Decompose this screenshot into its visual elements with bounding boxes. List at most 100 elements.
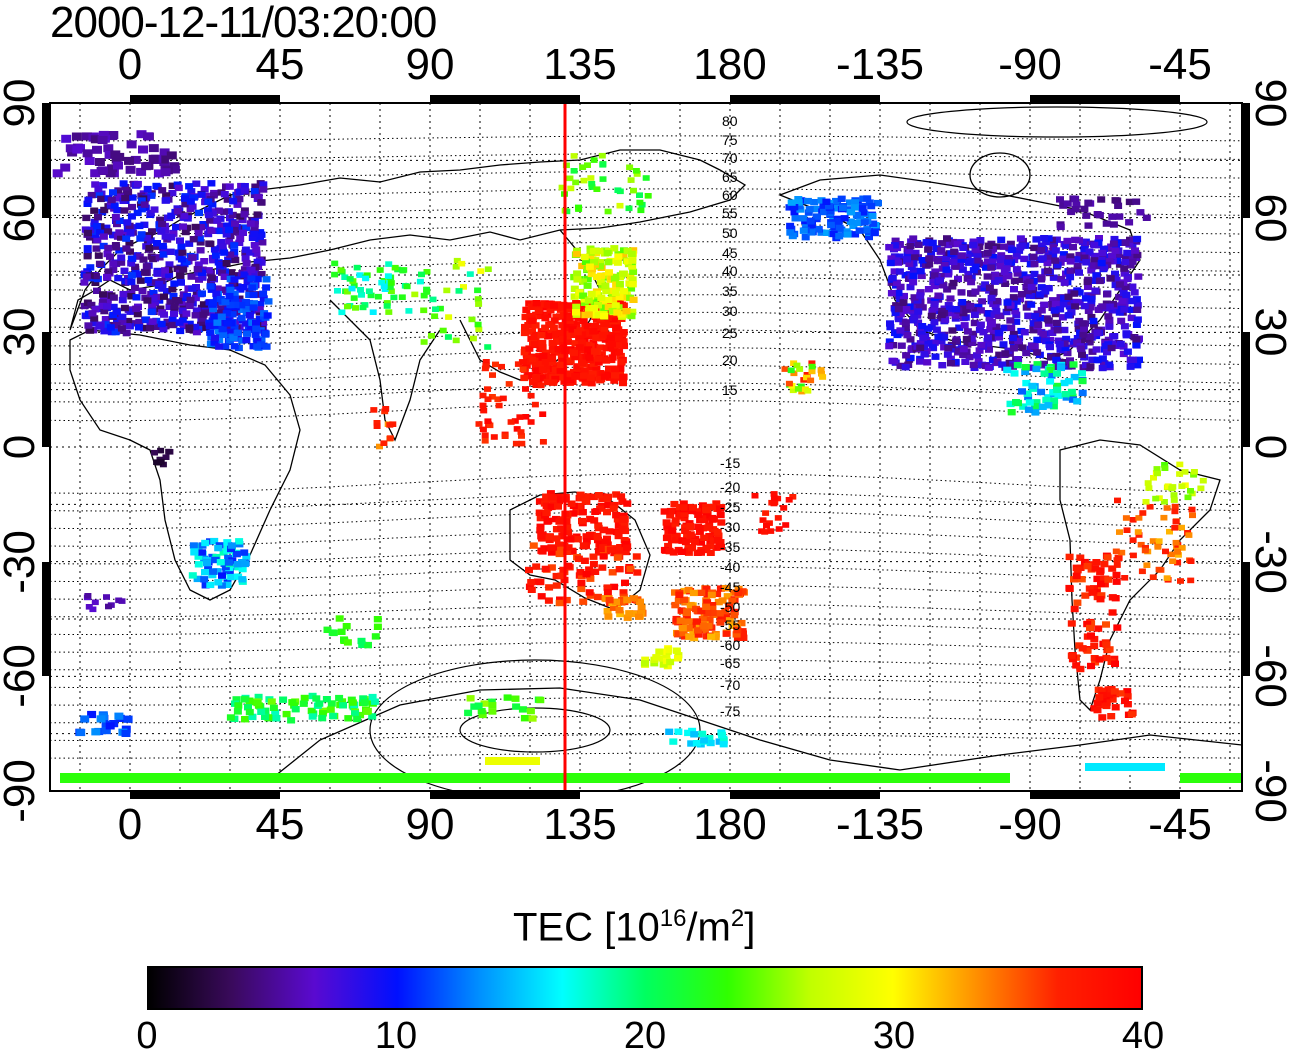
tec-pixel: [965, 259, 973, 266]
tec-pixel: [258, 239, 267, 246]
contour-label-south: -75: [720, 703, 740, 719]
tec-pixel: [198, 274, 207, 281]
tec-pixel: [118, 313, 127, 320]
tec-pixel: [615, 566, 624, 573]
tec-pixel: [930, 282, 939, 290]
tec-pixel: [356, 272, 364, 278]
tec-pixel: [572, 309, 580, 316]
tec-pixel: [603, 589, 612, 596]
tec-pixel: [532, 374, 540, 382]
tec-pixel: [563, 208, 571, 215]
tec-pixel: [343, 639, 352, 646]
tec-pixel: [1120, 306, 1129, 313]
tec-pixel: [163, 288, 171, 295]
tec-pixel: [687, 740, 696, 747]
mlat-contour: [50, 510, 1242, 530]
tec-pixel: [923, 359, 932, 366]
tec-pixel: [1167, 551, 1175, 558]
tec-pixel: [106, 253, 114, 260]
tec-pixel: [188, 203, 197, 210]
tec-pixel: [562, 596, 571, 604]
tec-pixel: [1080, 325, 1088, 332]
tec-pixel: [114, 712, 124, 720]
tec-pixel: [420, 339, 428, 345]
tec-pixel: [1046, 378, 1055, 385]
tec-pixel: [191, 323, 200, 331]
tec-pixel: [788, 232, 797, 240]
tec-pixel: [578, 262, 587, 270]
tec-pixel: [690, 731, 699, 738]
contour-label-north: 25: [722, 325, 738, 341]
tec-pixel: [958, 299, 967, 306]
tec-pixel: [545, 329, 554, 336]
tec-pixel: [1084, 307, 1093, 314]
tec-pixel: [621, 579, 629, 586]
tec-pixel: [796, 206, 805, 213]
tec-pixel: [1155, 538, 1163, 544]
tec-pixel: [583, 275, 592, 283]
tec-pixel: [1096, 567, 1105, 574]
tec-pixel: [222, 310, 231, 317]
tec-pixel: [1137, 541, 1145, 548]
tec-pixel: [958, 266, 967, 273]
tec-pixel: [1044, 250, 1053, 257]
tec-pixel: [109, 266, 118, 273]
tec-pixel: [1126, 363, 1135, 370]
tec-pixel: [1071, 195, 1080, 203]
tec-pixel: [282, 710, 291, 718]
tec-pixel: [205, 322, 214, 330]
tec-pixel: [542, 509, 551, 516]
tec-pixel: [571, 340, 580, 347]
tec-pixel: [994, 277, 1003, 284]
tec-pixel: [218, 269, 227, 276]
tec-pixel: [1015, 247, 1024, 254]
tec-pixel: [1103, 554, 1112, 561]
tec-pixel: [1008, 334, 1017, 342]
tec-pixel: [189, 236, 198, 243]
tec-pixel: [160, 311, 168, 318]
contour-label-north: 50: [722, 225, 738, 241]
tec-pixel: [575, 206, 583, 212]
tec-pixel: [1077, 576, 1086, 583]
contour-label-south: -25: [720, 499, 740, 515]
tec-pixel: [936, 315, 945, 322]
tec-pixel: [215, 343, 224, 350]
tec-pixel: [1096, 596, 1105, 603]
tec-pixel: [225, 337, 234, 345]
border-bar: [42, 103, 50, 218]
tec-pixel: [1114, 497, 1121, 504]
tec-pixel: [1083, 647, 1092, 654]
tec-pixel: [181, 195, 189, 202]
tec-pixel: [256, 300, 265, 308]
tec-pixel: [577, 579, 586, 587]
tec-pixel: [832, 197, 840, 205]
tec-pixel: [1099, 575, 1108, 583]
tec-pixel: [1139, 510, 1147, 516]
tec-pixel: [1108, 696, 1117, 703]
tec-pixel: [539, 411, 547, 417]
tec-pixel: [612, 598, 620, 605]
tec-pixel: [1112, 548, 1120, 555]
tec-pixel: [909, 279, 918, 286]
tec-pixel: [887, 290, 896, 297]
tec-pixel: [187, 273, 196, 280]
tec-pixel: [237, 314, 246, 322]
tec-pixel: [288, 699, 297, 706]
tec-pixel: [1161, 465, 1169, 471]
tec-pixel: [994, 312, 1003, 319]
border-bar: [1242, 103, 1250, 218]
tec-pixel: [525, 300, 534, 307]
tec-pixel: [700, 534, 709, 541]
tec-pixel: [735, 773, 1010, 783]
left-lat-tick-4: -30: [0, 529, 44, 594]
tec-pixel: [805, 206, 814, 213]
tec-pixel: [586, 252, 595, 260]
tec-pixel: [220, 249, 229, 256]
tec-pixel: [125, 165, 136, 174]
tec-pixel: [1006, 400, 1015, 408]
tec-pixel: [90, 135, 101, 144]
tec-pixel: [1042, 396, 1051, 404]
tec-pixel: [1164, 483, 1172, 489]
tec-pixel: [469, 335, 477, 342]
tec-pixel: [1053, 261, 1062, 269]
